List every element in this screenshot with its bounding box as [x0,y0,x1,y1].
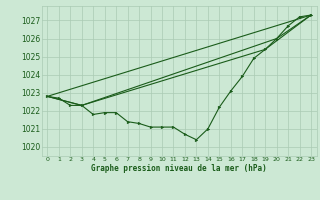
X-axis label: Graphe pression niveau de la mer (hPa): Graphe pression niveau de la mer (hPa) [91,164,267,173]
